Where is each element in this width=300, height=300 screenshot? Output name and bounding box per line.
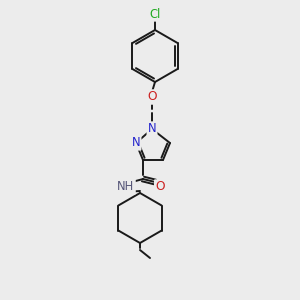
Text: NH: NH <box>117 181 135 194</box>
Text: N: N <box>132 136 140 149</box>
Text: N: N <box>148 122 156 136</box>
Text: O: O <box>147 91 157 103</box>
Text: Cl: Cl <box>149 8 161 20</box>
Text: O: O <box>155 181 165 194</box>
